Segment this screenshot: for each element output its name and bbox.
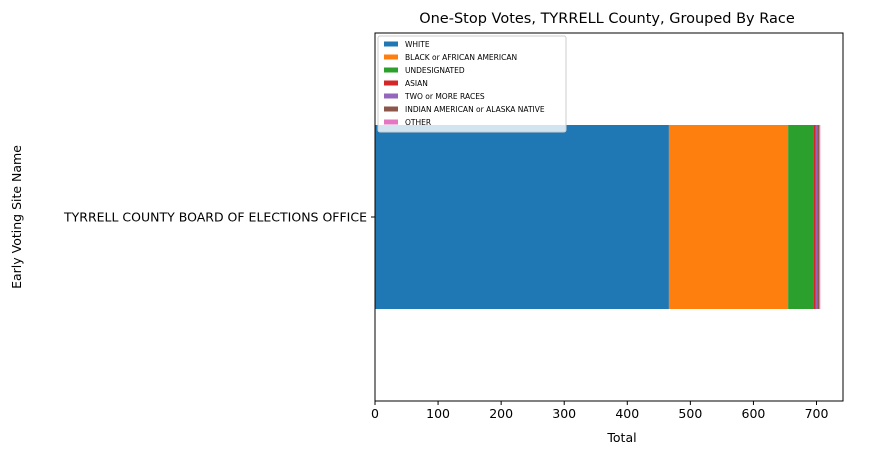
bar-segment-3 xyxy=(788,125,814,309)
x-tick-label: 500 xyxy=(678,406,702,421)
x-tick-label: 300 xyxy=(552,406,576,421)
legend-swatch xyxy=(384,106,398,112)
legend-label: TWO or MORE RACES xyxy=(404,92,485,101)
legend-swatch xyxy=(384,54,398,60)
legend-swatch xyxy=(384,93,398,99)
bar-segment-6 xyxy=(817,125,820,309)
y-axis-ticks: TYRRELL COUNTY BOARD OF ELECTIONS OFFICE xyxy=(63,210,375,225)
legend-label: OTHER xyxy=(405,118,431,127)
legend-label: ASIAN xyxy=(405,79,428,88)
legend-box xyxy=(377,35,567,133)
x-tick-label: 700 xyxy=(805,406,829,421)
x-tick-label: 600 xyxy=(742,406,766,421)
bar-segment-2 xyxy=(668,125,789,309)
legend-label: INDIAN AMERICAN or ALASKA NATIVE xyxy=(405,105,545,114)
x-tick-label: 0 xyxy=(371,406,379,421)
legend-swatch xyxy=(384,80,398,86)
x-axis-ticks: 0 100 200 300 400 500 600 700 xyxy=(371,401,828,421)
bar-segment-5 xyxy=(815,125,818,309)
legend-label: UNDESIGNATED xyxy=(405,66,465,75)
legend-swatch xyxy=(384,41,398,47)
bars-group xyxy=(375,125,821,309)
bar-segment-7 xyxy=(819,125,821,309)
chart-title: One-Stop Votes, TYRRELL County, Grouped … xyxy=(419,11,795,27)
x-axis-label: Total xyxy=(606,430,636,445)
x-tick-label: 200 xyxy=(489,406,513,421)
x-tick-label: 100 xyxy=(426,406,450,421)
legend-swatch xyxy=(384,119,398,125)
legend-label: BLACK or AFRICAN AMERICAN xyxy=(405,53,517,62)
bar-segment-4 xyxy=(813,125,816,309)
bar-segment-1 xyxy=(375,125,669,309)
legend-label: WHITE xyxy=(405,40,430,49)
legend-swatch xyxy=(384,67,398,73)
x-tick-label: 400 xyxy=(615,406,639,421)
y-axis-label: Early Voting Site Name xyxy=(9,145,24,289)
legend: WHITE BLACK or AFRICAN AMERICAN UNDESIGNAT… xyxy=(377,35,567,133)
y-tick-label: TYRRELL COUNTY BOARD OF ELECTIONS OFFICE xyxy=(63,210,367,225)
